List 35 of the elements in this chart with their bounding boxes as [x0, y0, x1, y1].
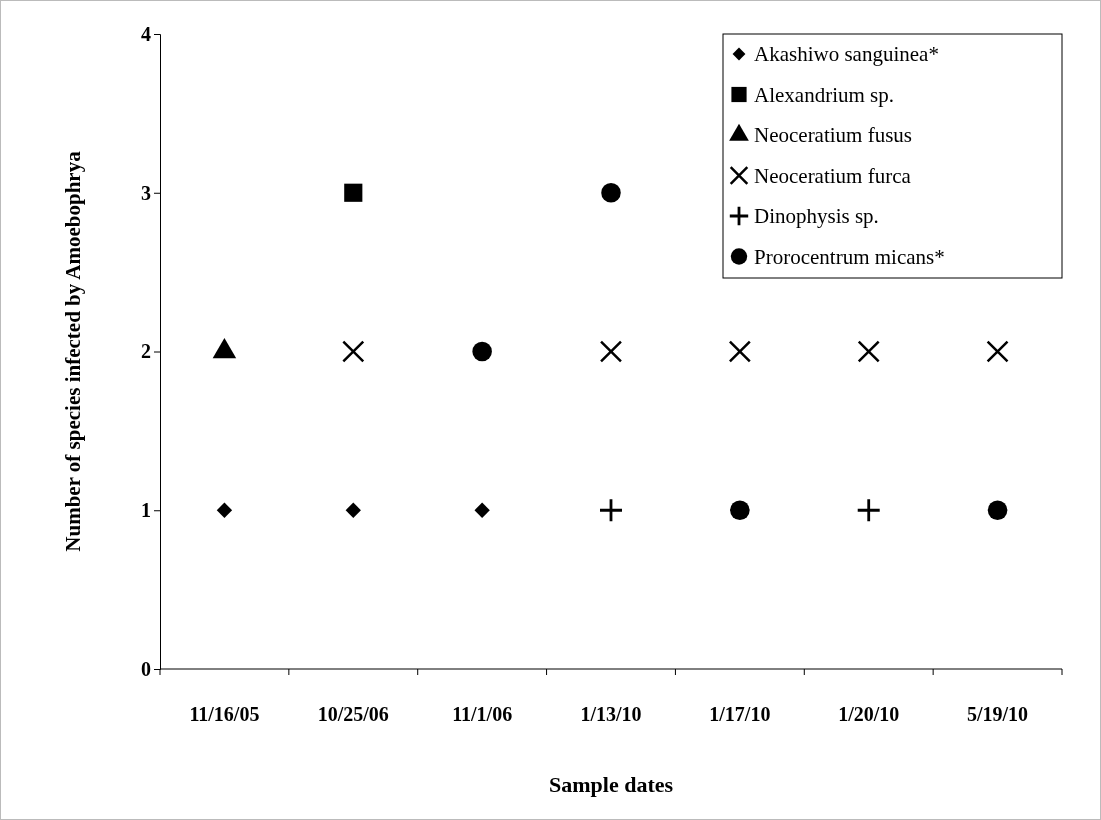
legend-label: Akashiwo sanguinea*	[754, 42, 939, 66]
x-tick-label: 11/16/05	[189, 703, 260, 725]
legend-label: Alexandrium sp.	[754, 82, 894, 107]
y-tick-label: 2	[141, 340, 151, 363]
x-tick-label: 11/1/06	[452, 703, 513, 725]
point	[599, 340, 623, 363]
point	[601, 183, 621, 203]
y-axis-title: Number of species infected by Amoebophrya	[61, 150, 85, 552]
x-tick-label: 1/17/10	[709, 703, 771, 725]
point	[345, 502, 361, 518]
point	[474, 502, 490, 518]
point	[600, 499, 622, 522]
point	[987, 500, 1008, 520]
point	[857, 499, 880, 522]
x-tick-label: 1/13/10	[580, 703, 642, 725]
legend-label: Neoceratium furca	[754, 163, 912, 188]
x-axis-title: Sample dates	[548, 772, 674, 797]
point	[216, 502, 233, 518]
y-tick-label: 3	[141, 181, 151, 204]
x-tick-label: 1/20/10	[838, 703, 900, 725]
point	[472, 341, 492, 362]
y-tick-label: 4	[141, 22, 151, 45]
y-tick-label: 0	[141, 657, 151, 680]
y-tick-label: 1	[141, 499, 151, 522]
point	[857, 340, 880, 363]
point	[342, 340, 365, 363]
x-tick-label: 5/19/10	[967, 703, 1029, 725]
x-tick-label: 10/25/06	[317, 703, 389, 725]
legend-label: Dinophysis sp.	[754, 204, 879, 228]
point	[730, 500, 750, 520]
point	[728, 340, 752, 363]
legend-label: Prorocentrum micans*	[754, 244, 945, 269]
point	[986, 340, 1009, 363]
legend-label: Neoceratium fusus	[754, 123, 913, 147]
point	[344, 183, 363, 202]
